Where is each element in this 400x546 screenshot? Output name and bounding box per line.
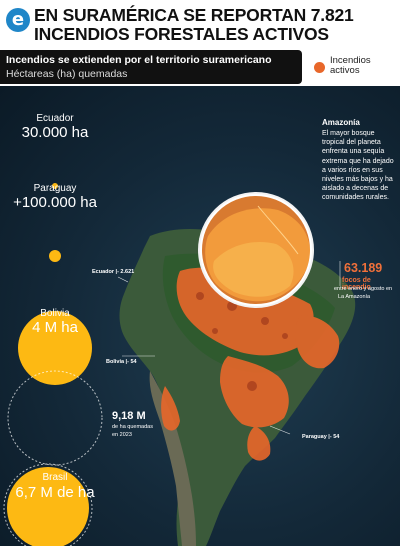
amazonia-description: El mayor bosque tropical del planeta enf…	[322, 130, 394, 202]
bubble-label-paraguay-value: +100.000 ha	[13, 194, 97, 211]
amazonia-inset	[198, 192, 314, 308]
brazil-stat-desc2: en 2023	[112, 432, 132, 438]
focus-stat-period: entre enero y agosto en	[334, 286, 393, 292]
subtitle-main: Incendios se extienden por el territorio…	[6, 54, 272, 66]
legend: Incendios activos	[306, 56, 400, 80]
brazil-stat-desc1: de ha quemadas	[112, 424, 153, 430]
map-graphic	[3, 183, 356, 546]
focus-stat-label: focos de incendio	[342, 277, 371, 291]
bubble-brasil	[7, 467, 89, 546]
bubble-label-brasil-value: 6,7 M de ha	[15, 484, 95, 501]
map-tag-ecuador: Ecuador |- 2.621	[92, 269, 135, 275]
bubble-bolivia	[18, 311, 92, 385]
brazil-stat-number: 9,18 M	[112, 410, 146, 422]
bubble-label-paraguay-country: Paraguay	[33, 183, 77, 194]
bubble-label-bolivia-value: 4 M ha	[32, 319, 78, 336]
bubble-ecuador	[52, 183, 58, 189]
bubbles	[3, 183, 103, 546]
fire-spots	[196, 292, 288, 391]
bubble-label-ecuador-country: Ecuador	[36, 113, 74, 124]
subtitle-bar: Incendios se extienden por el territorio…	[0, 50, 302, 84]
south-america-map: Ecuador 30.000 ha Paraguay +100.000 ha B…	[0, 86, 400, 546]
focus-stat-number: 63.189	[344, 261, 383, 275]
bubble-paraguay	[49, 250, 61, 262]
bubble-label-ecuador-value: 30.000 ha	[21, 124, 89, 141]
focus-stat-region: La Amazonía	[338, 294, 371, 300]
legend-label: Incendios activos	[330, 55, 371, 76]
subtitle-unit: Héctareas (ha) quemadas	[6, 68, 128, 80]
andes-region	[149, 371, 196, 546]
bubble-label-brasil-country: Brasil	[42, 472, 68, 483]
map-tag-bolivia: Bolivia |- 54	[106, 359, 137, 365]
fire-clusters	[161, 267, 340, 461]
page-title: EN SURAMÉRICA SE REPORTAN 7.821 INCENDIO…	[34, 5, 354, 44]
fire-dot-icon	[314, 62, 325, 73]
header: e EN SURAMÉRICA SE REPORTAN 7.821 INCEND…	[0, 0, 400, 50]
map-tag-paraguay: Paraguay |- 54	[302, 434, 340, 440]
logo-icon: e	[6, 8, 30, 32]
amazonia-title: Amazonía	[322, 118, 360, 127]
bubble-label-bolivia-country: Bolivia	[40, 308, 70, 319]
